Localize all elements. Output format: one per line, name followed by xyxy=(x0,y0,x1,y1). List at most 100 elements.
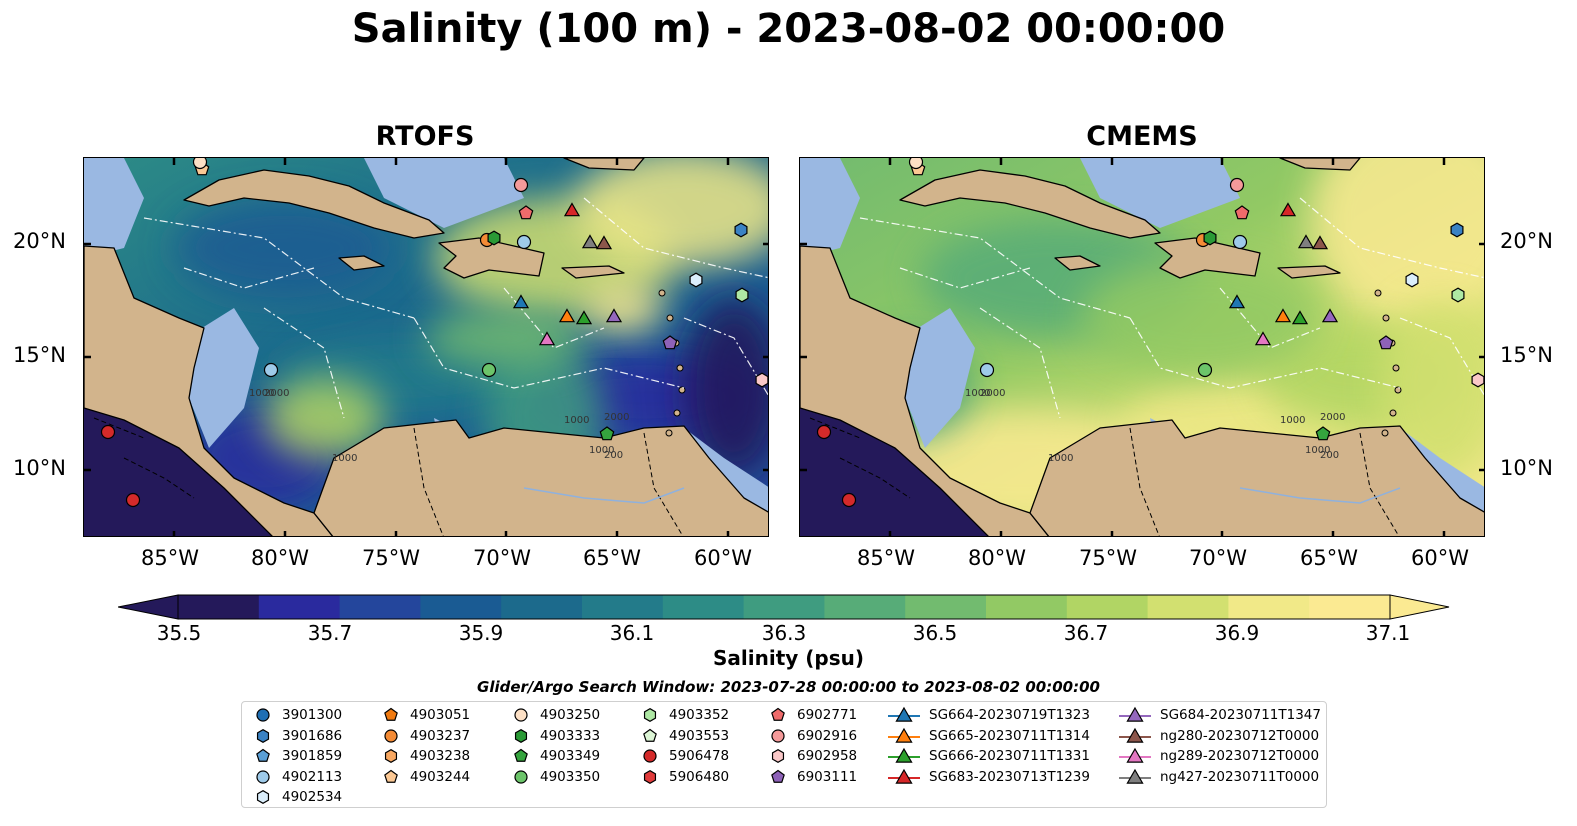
colorbar-segment xyxy=(258,595,341,619)
colorbar-segment xyxy=(1066,595,1149,619)
shelf-gulf xyxy=(800,158,860,258)
legend-item: 6902771 xyxy=(767,705,857,725)
antilles-island xyxy=(678,386,686,394)
legend-item-label: 4902534 xyxy=(282,789,343,805)
colorbar-segment xyxy=(986,595,1068,619)
obs-marker-ng427-20230711T0000 xyxy=(581,234,599,249)
legend-item: 4903250 xyxy=(510,705,600,725)
legend-item: 3901686 xyxy=(252,726,342,746)
eez-boundary xyxy=(1219,287,1321,349)
obs-marker-SG665-20230711T1314 xyxy=(558,308,576,323)
panel-title-cmems: CMEMS xyxy=(1086,121,1198,152)
obs-marker-4903350 xyxy=(481,362,497,378)
lat-label-left-15n: 15°N xyxy=(13,343,66,367)
shelf-bahamas xyxy=(364,158,524,228)
shelf-nicaragua xyxy=(905,308,975,448)
legend-item-label: 4903244 xyxy=(410,768,471,785)
legend-marker xyxy=(888,727,920,743)
obs-marker-4902113 xyxy=(979,362,995,378)
obs-marker-SG664-20230719T1323 xyxy=(512,294,530,309)
antilles-island xyxy=(676,364,684,372)
obs-marker-6902771 xyxy=(518,205,534,220)
legend-item: 4903333 xyxy=(510,726,600,746)
lon-label-left-80w: 80°W xyxy=(251,546,309,570)
colorbar-extend-low xyxy=(117,594,179,620)
obs-marker-SG684-20230711T1347 xyxy=(1321,308,1339,323)
cuba xyxy=(899,169,1161,239)
lon-label-right-60w: 60°W xyxy=(1411,546,1469,570)
obs-marker-ng427-20230711T0000 xyxy=(1297,234,1315,249)
isobath-label: 2000 xyxy=(604,412,629,423)
legend-item-label: 4903352 xyxy=(669,707,730,723)
hispaniola xyxy=(1154,237,1261,279)
colorbar-segment xyxy=(743,595,825,619)
obs-marker-4903352 xyxy=(735,287,749,303)
obs-marker-ng289-20230712T0000 xyxy=(538,331,556,346)
legend-marker xyxy=(1119,706,1151,722)
legend-item: 4903553 xyxy=(639,726,729,746)
lon-label-right-65w: 65°W xyxy=(1300,546,1358,570)
map-panel-rtofs: 2000 1000 1000 2000 1000 1000 200 xyxy=(83,157,769,537)
isobath-label: 1000 xyxy=(1280,415,1305,426)
lon-label-left-70w: 70°W xyxy=(473,546,531,570)
colorbar-tick: 36.7 xyxy=(1063,621,1109,645)
colorbar-segment xyxy=(1309,595,1391,619)
obs-marker-6902771 xyxy=(1234,205,1250,220)
legend-marker xyxy=(888,706,920,722)
legend-marker xyxy=(643,749,657,763)
legend-item-label: 3901686 xyxy=(282,727,343,744)
legend-item-label: SG684-20230711T1347 xyxy=(1160,707,1321,723)
obs-marker-4903349 xyxy=(1315,426,1331,441)
salinity-anomaly xyxy=(1080,258,1320,378)
colorbar-tick: 35.7 xyxy=(307,621,353,645)
antilles-island xyxy=(673,409,681,417)
lon-label-left-75w: 75°W xyxy=(362,546,420,570)
eez-boundary xyxy=(583,197,768,279)
obs-marker-SG684-20230711T1347 xyxy=(605,308,623,323)
isobath-label: 1000 xyxy=(965,388,990,399)
lon-label-left-85w: 85°W xyxy=(141,546,199,570)
obs-marker-SG683-20230713T1239 xyxy=(1279,202,1297,217)
eez-boundary xyxy=(1129,317,1401,389)
country-border xyxy=(643,432,684,536)
legend-item-label: 5906478 xyxy=(669,748,730,764)
lon-label-right-80w: 80°W xyxy=(968,546,1026,570)
colorbar-tick: 37.1 xyxy=(1365,621,1411,645)
antilles-island xyxy=(1394,386,1402,394)
legend-item-label: 6902916 xyxy=(797,727,858,744)
legend-item: 4903350 xyxy=(510,767,600,787)
legend-item: 4903244 xyxy=(380,767,470,787)
isobath-label: 1000 xyxy=(1048,453,1073,464)
obs-marker-6903111 xyxy=(662,335,678,350)
isobath-label: 1000 xyxy=(589,445,614,456)
isobath-label: 1000 xyxy=(564,415,589,426)
isobath-label: 2000 xyxy=(264,388,289,399)
obs-marker-5906478 xyxy=(816,424,832,440)
lat-label-left-20n: 20°N xyxy=(13,229,66,253)
salinity-anomaly xyxy=(424,308,584,368)
obs-marker-4903349 xyxy=(599,426,615,441)
colorbar-tick: 36.9 xyxy=(1214,621,1260,645)
antilles-island xyxy=(1374,289,1382,297)
antilles-island xyxy=(1392,364,1400,372)
obs-marker-3901686 xyxy=(1450,222,1464,238)
obs-marker-4902534 xyxy=(689,272,703,288)
salinity-anomaly xyxy=(684,298,768,478)
obs-marker-4902113 xyxy=(263,362,279,378)
lon-label-right-85w: 85°W xyxy=(857,546,915,570)
obs-marker-4903250 xyxy=(908,158,924,170)
eez-boundary xyxy=(143,217,415,319)
legend-item: 3901859 xyxy=(252,746,342,766)
legend-item-label: 3901859 xyxy=(282,748,343,764)
legend-marker xyxy=(256,790,270,804)
country-border xyxy=(809,417,861,439)
legend-item-label: SG683-20230713T1239 xyxy=(929,768,1090,785)
legend-marker xyxy=(514,748,528,762)
colorbar-label: Salinity (psu) xyxy=(712,646,864,670)
legend-item-label: 4903238 xyxy=(410,748,471,764)
eez-boundary xyxy=(503,287,605,349)
obs-marker-SG666-20230711T1331 xyxy=(1291,310,1309,325)
legend-item: 5906478 xyxy=(639,746,729,766)
legend-item-label: ng289-20230712T0000 xyxy=(1160,748,1320,764)
antilles-island xyxy=(1382,314,1390,322)
